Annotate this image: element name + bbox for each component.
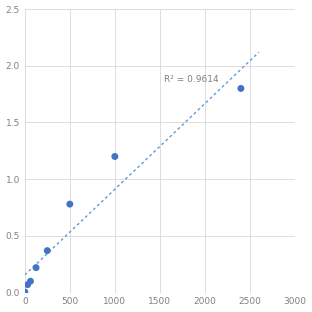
Point: [112, 154, 117, 159]
Point: [238, 86, 243, 91]
Text: R² = 0.9614: R² = 0.9614: [164, 75, 219, 84]
Point: [34, 265, 39, 270]
Point: [28, 279, 33, 284]
Point: [25, 282, 30, 287]
Point: [22, 290, 27, 295]
Point: [45, 248, 50, 253]
Point: [67, 202, 72, 207]
